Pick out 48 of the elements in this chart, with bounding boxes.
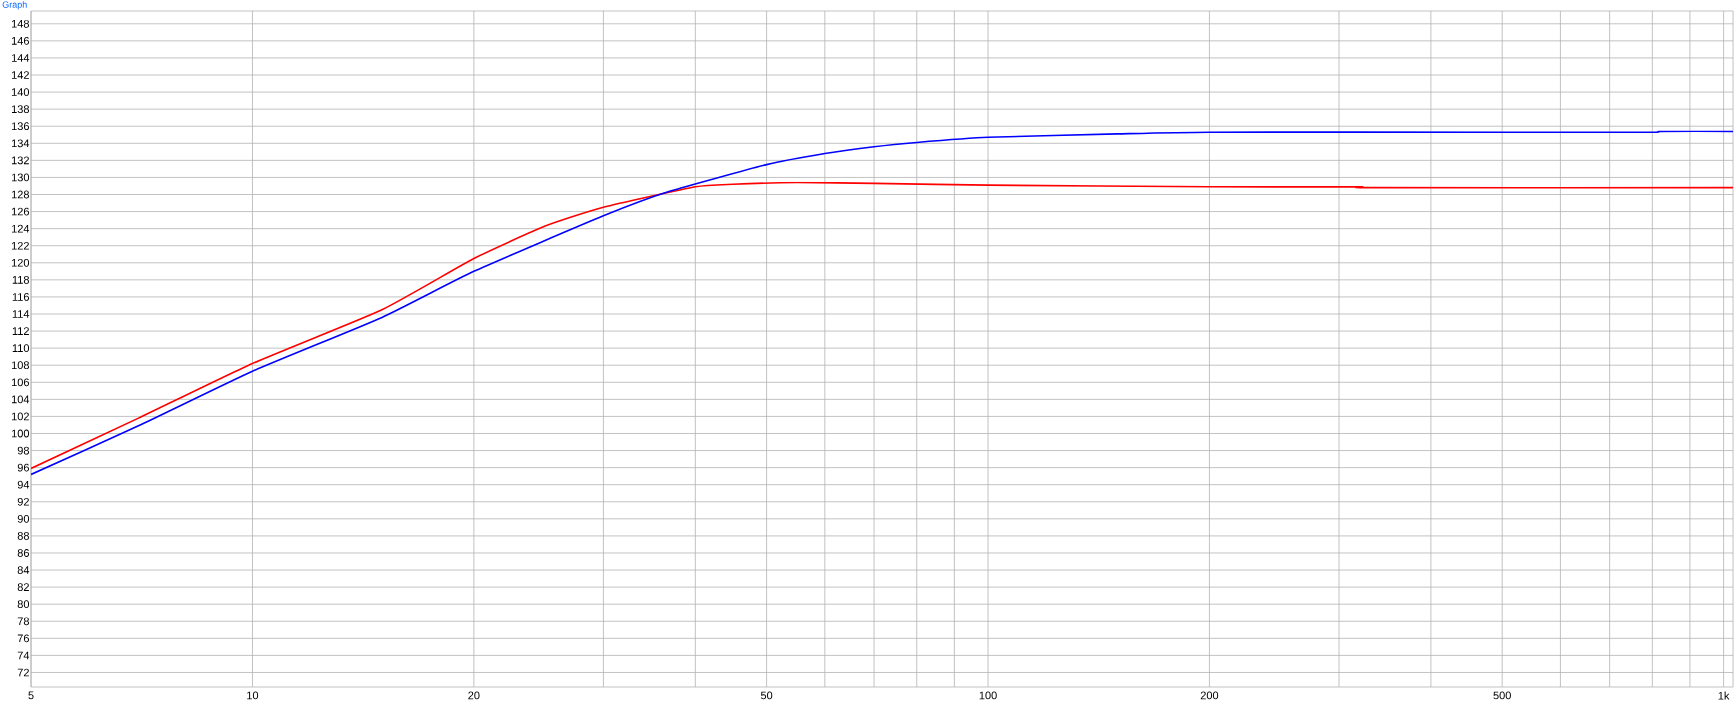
y-tick-label: 130 [11,173,30,182]
y-tick-label: 90 [17,514,30,523]
y-tick-label: 88 [17,532,29,540]
x-tick-label: 5 [28,691,34,700]
y-tick-label: 86 [17,549,29,557]
y-tick-label: 78 [17,617,29,626]
x-tick-label: 500 [1493,691,1511,700]
y-tick-label: 92 [17,497,29,506]
y-tick-label: 132 [11,156,29,165]
y-tick-label: 118 [12,275,29,284]
x-tick-label: 1k [1718,691,1730,700]
y-tick-label: 110 [12,344,30,353]
y-tick-label: 134 [11,139,30,148]
x-tick-label: 200 [1200,691,1219,700]
y-tick-label: 76 [17,634,29,643]
chart-title: Graph [2,1,27,10]
y-tick-label: 120 [11,258,30,267]
y-tick-label: 72 [17,668,29,677]
y-tick-label: 144 [11,54,30,62]
y-tick-label: 94 [17,480,30,489]
y-tick-label: 74 [17,651,30,660]
y-tick-label: 84 [17,566,30,574]
y-tick-label: 116 [12,293,29,301]
y-tick-label: 104 [11,395,30,404]
y-tick-label: 82 [17,583,29,592]
y-tick-label: 106 [11,378,29,387]
y-tick-label: 138 [11,105,29,114]
y-tick-label: 148 [11,19,29,28]
y-tick-label: 136 [11,122,29,131]
y-tick-label: 128 [11,190,29,199]
x-tick-label: 50 [760,691,773,700]
y-tick-label: 96 [17,463,29,472]
y-tick-label: 114 [12,310,30,318]
x-tick-label: 20 [468,691,480,700]
y-tick-label: 126 [11,207,29,216]
y-tick-label: 98 [17,446,29,455]
y-tick-label: 100 [11,429,30,438]
y-tick-label: 140 [11,88,30,96]
y-tick-label: 146 [11,36,29,45]
x-tick-label: 100 [979,691,997,700]
y-tick-label: 112 [12,327,29,335]
y-tick-label: 80 [17,600,30,609]
y-tick-label: 108 [11,361,29,370]
y-tick-label: 142 [11,71,29,79]
y-tick-label: 102 [11,412,29,421]
x-tick-label: 10 [247,691,259,700]
y-tick-label: 124 [11,224,30,233]
y-tick-label: 122 [11,241,29,250]
